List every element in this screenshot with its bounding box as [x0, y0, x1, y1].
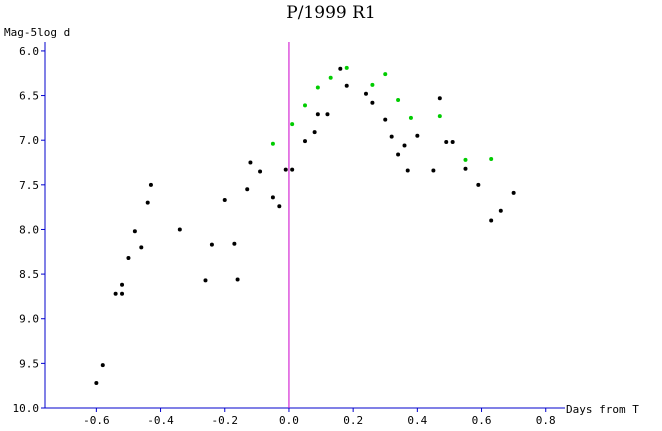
- x-tick-label: 0.0: [279, 414, 299, 427]
- data-point: [100, 363, 105, 368]
- data-point: [303, 103, 307, 108]
- data-point: [363, 91, 368, 96]
- y-tick-label: 6.0: [19, 45, 39, 58]
- data-point: [463, 157, 468, 162]
- y-axis-label: Mag-5log d: [4, 26, 70, 39]
- data-point: [132, 229, 137, 234]
- x-tick-label: 0.6: [472, 414, 492, 427]
- data-point: [235, 277, 240, 282]
- x-tick-label: -0.6: [83, 414, 110, 427]
- data-point: [325, 112, 330, 117]
- data-point: [145, 200, 150, 205]
- data-point: [315, 112, 320, 117]
- y-tick-label: 8.5: [19, 268, 39, 281]
- y-tick-label: 10.0: [13, 402, 40, 415]
- data-point: [476, 182, 481, 187]
- data-point: [120, 291, 125, 296]
- x-tick-label: 0.4: [407, 414, 427, 427]
- data-point: [94, 381, 99, 386]
- data-point: [437, 96, 442, 101]
- data-point: [396, 98, 401, 103]
- data-point: [450, 139, 455, 144]
- y-tick-label: 9.0: [19, 313, 39, 326]
- data-point: [290, 122, 295, 127]
- data-point: [245, 187, 250, 192]
- axes: [44, 42, 565, 409]
- data-point: [498, 208, 503, 213]
- data-point: [139, 245, 144, 250]
- data-point: [177, 227, 182, 232]
- x-tick-label: 0.8: [536, 414, 556, 427]
- data-point: [270, 141, 275, 146]
- data-point: [405, 168, 410, 173]
- x-tick-label: -0.2: [212, 414, 239, 427]
- data-point: [396, 152, 401, 157]
- data-point: [431, 168, 436, 173]
- data-point: [444, 139, 449, 144]
- y-tick-label: 6.5: [19, 90, 39, 103]
- data-point: [209, 242, 214, 247]
- data-point: [408, 115, 413, 120]
- y-tick-label: 7.0: [19, 134, 39, 147]
- y-tick-label: 9.5: [19, 357, 39, 370]
- data-point: [489, 218, 494, 223]
- data-point: [290, 167, 295, 172]
- data-point: [402, 143, 407, 148]
- data-point: [258, 169, 263, 174]
- data-point: [203, 278, 208, 283]
- data-point: [511, 190, 516, 195]
- tick-group: 6.0 6.5 7.0 7.5 8.0 8.5 9.0 9.5 10.0 -0.6 -0.4 -0.2…: [13, 45, 556, 427]
- data-point: [389, 134, 394, 139]
- data-point: [383, 117, 388, 122]
- data-points: [94, 65, 516, 386]
- chart-title: P/1999 R1: [286, 3, 375, 23]
- data-point: [463, 166, 468, 171]
- data-point: [120, 282, 125, 287]
- data-point: [248, 160, 253, 165]
- x-tick-label: 0.2: [343, 414, 363, 427]
- data-point: [437, 114, 442, 119]
- data-point: [383, 72, 388, 77]
- data-point: [303, 139, 307, 144]
- data-point: [370, 100, 375, 105]
- data-point: [370, 82, 375, 87]
- data-point: [328, 75, 333, 80]
- data-point: [232, 241, 237, 246]
- data-point: [489, 156, 494, 161]
- data-point: [277, 204, 282, 209]
- data-point: [312, 130, 317, 135]
- data-point: [222, 198, 227, 203]
- data-point: [270, 195, 275, 200]
- y-tick-label: 7.5: [19, 179, 39, 192]
- data-point: [148, 182, 153, 187]
- data-point: [113, 291, 118, 296]
- x-axis-label: Days from T: [566, 403, 639, 416]
- data-point: [344, 65, 349, 70]
- y-tick-label: 8.0: [19, 223, 39, 236]
- data-point: [415, 133, 420, 138]
- data-point: [315, 85, 320, 90]
- data-point: [283, 167, 288, 172]
- data-point: [126, 256, 131, 261]
- data-point: [344, 83, 349, 88]
- data-point: [338, 66, 343, 71]
- x-tick-label: -0.4: [147, 414, 174, 427]
